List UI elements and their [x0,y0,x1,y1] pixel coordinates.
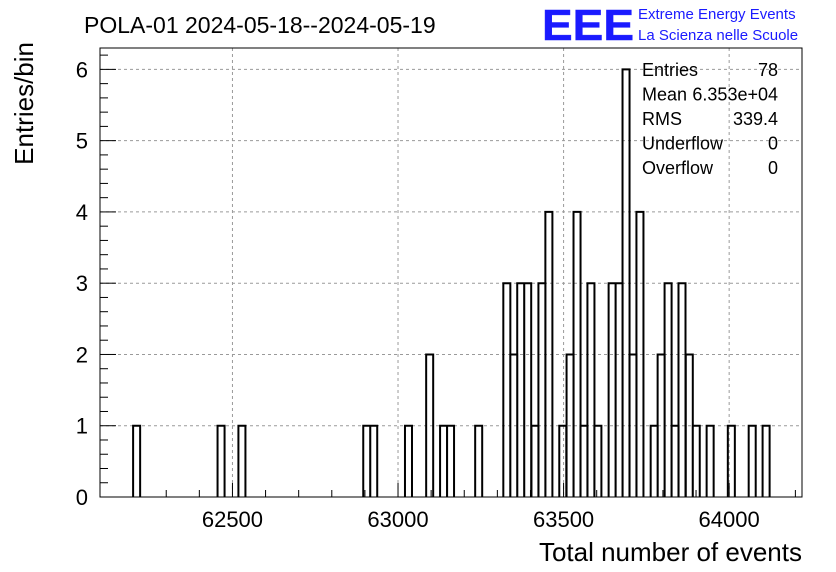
eee-logo-mark: EEE [542,1,634,50]
chart-title: POLA-01 2024-05-18--2024-05-19 [84,12,436,38]
plot-border [99,47,803,498]
stats-row-label: Entries [642,60,698,80]
y-tick-label: 2 [76,342,88,367]
histogram-bin [665,283,672,497]
histogram-bin [475,426,482,497]
stats-row-label: Mean [642,85,687,105]
stats-row-label: Underflow [642,134,724,154]
stats-row-value: 0 [768,158,778,178]
histogram-bin [623,69,630,497]
eee-logo-line2: La Scienza nelle Scuole [638,27,798,44]
histogram-bin [616,283,623,497]
histogram-bin [447,426,454,497]
y-tick-label: 0 [76,485,88,510]
histogram-bin [440,426,447,497]
x-tick-label: 64000 [699,507,760,532]
plot-frame [99,47,803,498]
stats-row-label: RMS [642,109,682,129]
histogram-bin [218,426,225,497]
histogram-bin [567,354,574,497]
stats-row-value: 0 [768,134,778,154]
histogram-bin [651,426,658,497]
histogram-bin [636,212,643,497]
histogram-bin [405,426,412,497]
y-tick-label: 4 [76,200,88,225]
histogram-outline [132,68,771,497]
histogram-bin [763,426,770,497]
y-tick-label: 1 [76,414,88,439]
histogram-bin [503,283,510,497]
histogram-bin [238,426,245,497]
histogram-bin [574,212,581,497]
histogram-bin [693,426,700,497]
histogram-bin [707,426,714,497]
histogram-bin [686,354,693,497]
histogram-bin [538,283,545,497]
histogram-bin [678,283,685,497]
histogram-bin [510,354,517,497]
histogram-bin [363,426,370,497]
y-tick-label: 6 [76,57,88,82]
histogram-bin [609,283,616,497]
histogram-bin [658,354,665,497]
histogram-bin [672,426,679,497]
histogram-bin [594,426,601,497]
x-tick-label: 63000 [367,507,428,532]
histogram-bin [545,212,552,497]
histogram-bins [132,68,771,497]
stats-box: Entries 78 Mean 6.353e+04 RMS 339.4 Underflow 0… [642,60,778,178]
axis-ticks: 62500 63000 63500 64000 0 1 2 3 4 5 6 [76,54,796,532]
eee-logo-line1: Extreme Energy Events [638,6,796,23]
histogram-bin [426,354,433,497]
stats-row-value: 78 [758,60,778,80]
histogram-bin [629,354,636,497]
histogram-bin [749,426,756,497]
x-tick-label: 63500 [533,507,594,532]
histogram-bin [580,426,587,497]
stats-row-label: Overflow [642,158,714,178]
eee-logo: EEE Extreme Energy Events La Scienza nel… [542,1,798,51]
histogram-bin [531,426,538,497]
x-tick-label: 62500 [202,507,263,532]
histogram-bin [133,426,140,497]
x-axis-label: Total number of events [539,537,802,567]
y-tick-label: 3 [76,271,88,296]
y-tick-label: 5 [76,129,88,154]
y-axis-label: Entries/bin [9,42,39,165]
stats-row-value: 6.353e+04 [692,85,778,105]
histogram-bin [370,426,377,497]
histogram-bin [517,283,524,497]
histogram-bin [587,283,594,497]
histogram-bin [524,283,531,497]
stats-row-value: 339.4 [733,109,778,129]
histogram-bin [559,426,566,497]
